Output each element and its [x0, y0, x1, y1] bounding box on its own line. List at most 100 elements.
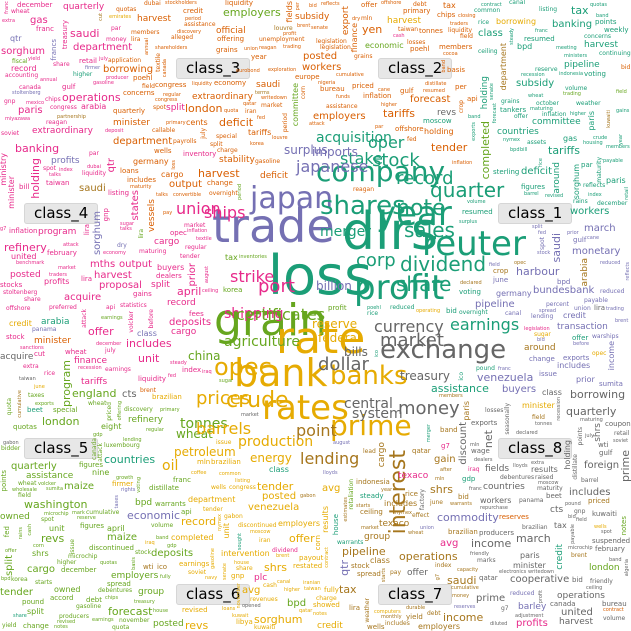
cloud-word-small: overnight [209, 190, 238, 197]
cloud-word-small: friendly [590, 578, 613, 585]
cloud-word-small: operations [399, 550, 458, 563]
cloud-word-small: paris [18, 105, 43, 116]
cloud-word-small: benchmark [16, 260, 45, 266]
cloud-word-small: senate [489, 83, 495, 100]
cloud-word-big: earnings [450, 315, 520, 335]
cloud-word-small: before [148, 308, 155, 328]
cloud-word-small: corn [300, 85, 307, 99]
cloud-word-small: cargo [27, 564, 56, 575]
cloud-word-big: tonnes [180, 415, 228, 432]
cloud-word-small: november [119, 617, 150, 624]
cloud-word-small: reserve [535, 66, 558, 73]
cloud-word-small: index [59, 167, 73, 173]
cloud-word-small: listing [108, 189, 130, 197]
cloud-word-small: acquire [0, 352, 34, 362]
cloud-word-small: legislation [524, 326, 550, 332]
cloud-word-small: reflects [321, 1, 340, 7]
cloud-word-small: beet [546, 492, 562, 500]
cloud-word-small: includes [127, 176, 157, 184]
cloud-word-small: fields [485, 464, 510, 474]
cloud-word-small: department [188, 495, 236, 504]
cloud-word-small: treasury [61, 19, 69, 49]
cloud-word-small: wheat [528, 93, 544, 99]
cloud-word-small: cane [587, 235, 600, 241]
cloud-word-small: primary [403, 7, 431, 15]
cloud-word-small: rice [44, 370, 56, 377]
cloud-word-small: starts [35, 579, 53, 586]
cloud-word-small: rains [573, 198, 588, 205]
cloud-word-small: bpd [557, 278, 571, 286]
cloud-word-small: iraq [468, 466, 480, 473]
cloud-word-small: tankers [500, 106, 527, 114]
cloud-word-small: gabon [300, 493, 316, 499]
cloud-word-small: refinery [4, 241, 47, 254]
cloud-word-big: dollar [318, 353, 369, 375]
cloud-word-small: union [420, 525, 434, 531]
cloud-word-small: maturity [130, 184, 152, 190]
cloud-word-small: period [237, 184, 243, 200]
cloud-word-small: iraq [145, 540, 155, 546]
cloud-word-small: tender [431, 141, 468, 154]
cloud-word-small: luxembourg [104, 442, 140, 449]
cloud-word-small: income [443, 611, 484, 624]
cloud-word-small: gasoline [210, 548, 216, 569]
cloud-word-small: libya [236, 618, 253, 626]
cloud-word-big: loss [268, 243, 373, 307]
cloud-word-small: gulf [62, 83, 76, 91]
cloud-word-small: showed [313, 601, 340, 609]
cloud-word-small: growth [116, 475, 134, 481]
cloud-word-small: quota [6, 397, 13, 415]
cloud-word-small: unit [49, 524, 65, 533]
cloud-word-small: qatar [243, 101, 257, 107]
cloud-word-small: dealers [156, 272, 182, 280]
cloud-word-small: stockholders [165, 0, 197, 6]
class-label-class-8: class_8 [498, 438, 573, 459]
cloud-word-small: recession [521, 72, 545, 78]
cloud-word-small: profit [328, 304, 347, 312]
cloud-word-small: unit [222, 522, 231, 539]
cloud-word-small: quotas [100, 560, 118, 566]
cloud-word-small: harvest [137, 14, 172, 24]
cloud-word-big: bills [344, 345, 368, 360]
cloud-word-small: band [440, 426, 458, 434]
cloud-word-small: trading [563, 91, 581, 97]
cloud-word-small: tonnes [419, 27, 443, 35]
cloud-word-small: employers [278, 519, 321, 528]
cloud-word-small: band [156, 535, 169, 541]
cloud-word-small: spot [153, 104, 166, 111]
cloud-word-small: brent [297, 23, 311, 29]
cloud-word-big: japanese [296, 157, 369, 177]
cloud-word-small: wells [367, 623, 385, 631]
cloud-word-small: split [4, 554, 15, 576]
cloud-word-small: starts [381, 567, 387, 582]
cloud-word-small: deposits [151, 548, 194, 559]
cloud-word-small: weather [576, 100, 601, 107]
cloud-word-small: barrel [581, 477, 599, 484]
cloud-word-small: house [332, 513, 340, 535]
cloud-word-small: sanctions [20, 345, 44, 351]
cloud-word-small: gabon [3, 440, 19, 446]
cloud-word-small: acquire [64, 292, 102, 303]
cloud-word-small: deficit [521, 166, 552, 177]
class-label-class-1: class_1 [498, 203, 573, 224]
cloud-word-small: june [493, 276, 509, 284]
cloud-word-small: liquidity [225, 0, 253, 7]
cloud-word-small: change [207, 179, 233, 187]
cloud-word-small: louvre [272, 135, 288, 141]
cloud-word-small: computers [374, 609, 401, 615]
cloud-word-small: trading [606, 306, 624, 312]
cloud-word-small: cut [98, 13, 104, 21]
cloud-word-small: april [177, 285, 202, 298]
cloud-word-small: field [616, 89, 627, 95]
cloud-word-small: rice [405, 490, 418, 498]
cloud-word-small: par [111, 25, 121, 32]
cloud-word-small: gnp [4, 98, 16, 105]
cloud-word-small: taiwan [398, 26, 419, 33]
cloud-word-small: lloyds [323, 470, 338, 476]
class-label-class-4: class_4 [24, 203, 99, 224]
cloud-word-small: declared [460, 280, 482, 286]
cloud-word-small: gnp [574, 508, 586, 515]
cloud-word-small: rains [18, 526, 24, 539]
cloud-word-small: contract [324, 547, 330, 568]
